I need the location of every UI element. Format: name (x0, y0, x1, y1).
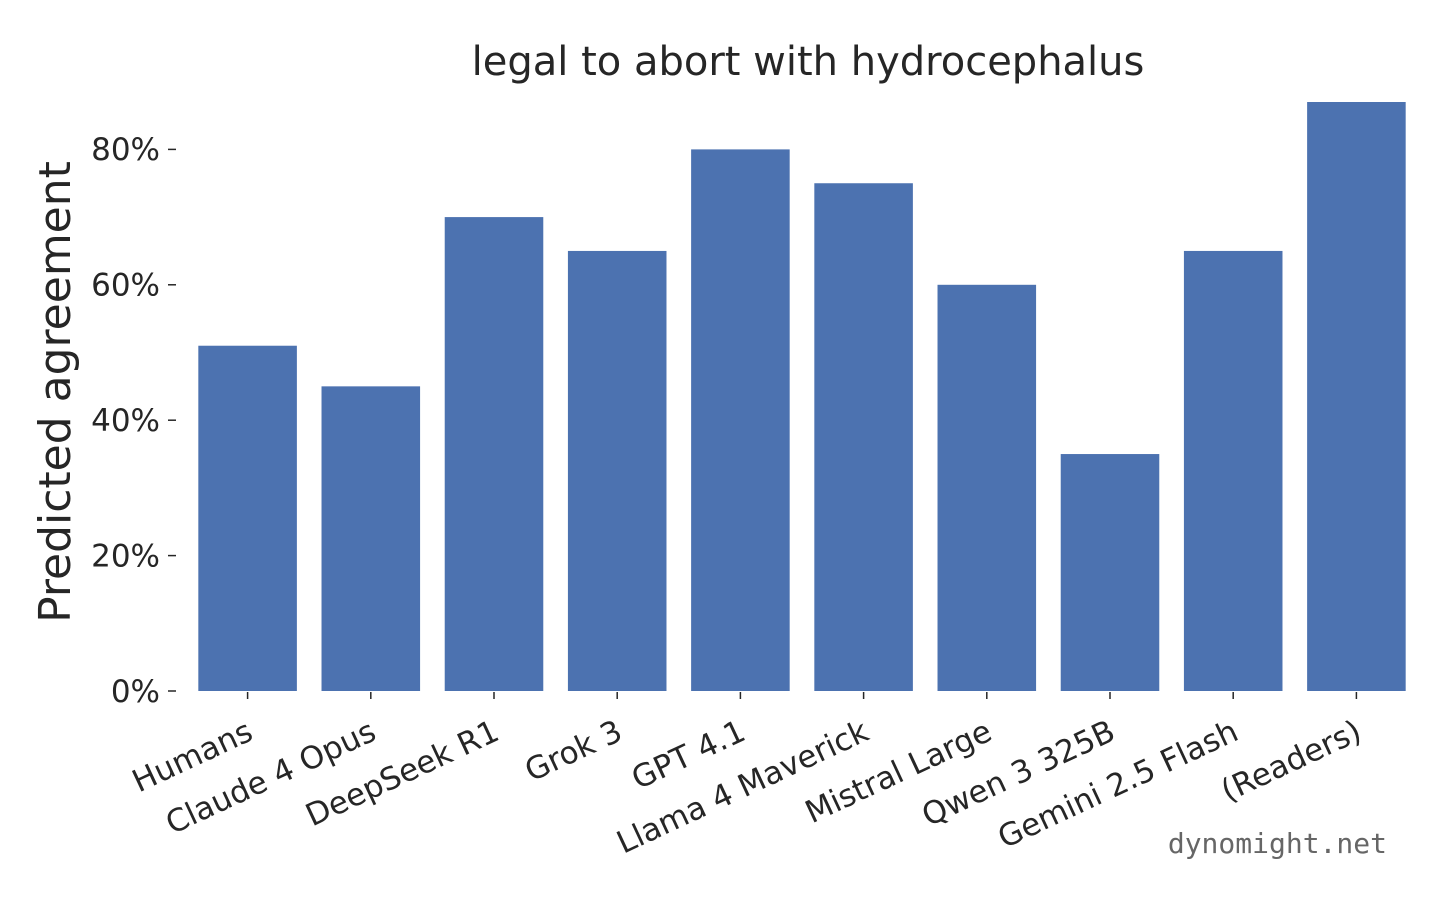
bar (691, 149, 790, 691)
y-axis: 0% 20% 40% 60% 80% (91, 132, 176, 710)
x-tick-label: Grok 3 (520, 713, 628, 789)
bar (1060, 454, 1160, 691)
bar (1183, 250, 1283, 691)
chart-title: legal to abort with hydrocephalus (472, 39, 1145, 85)
bar (198, 345, 297, 691)
y-tick-label: 60% (91, 268, 160, 304)
bar (567, 250, 667, 691)
bar (321, 386, 421, 691)
bar (1307, 102, 1406, 691)
y-tick-label: 20% (91, 538, 160, 574)
bar (444, 217, 544, 691)
y-tick-label: 80% (91, 132, 160, 168)
x-tick-label: Claude 4 Opus (160, 713, 381, 842)
bars (198, 102, 1406, 691)
x-tick-label: (Readers) (1216, 713, 1367, 809)
watermark: dynomight.net (1168, 827, 1387, 860)
bar (814, 183, 913, 691)
y-axis-label: Predicted agreement (30, 161, 81, 623)
y-tick-label: 40% (91, 403, 160, 439)
bar (937, 284, 1037, 691)
y-tick-label: 0% (111, 674, 160, 710)
